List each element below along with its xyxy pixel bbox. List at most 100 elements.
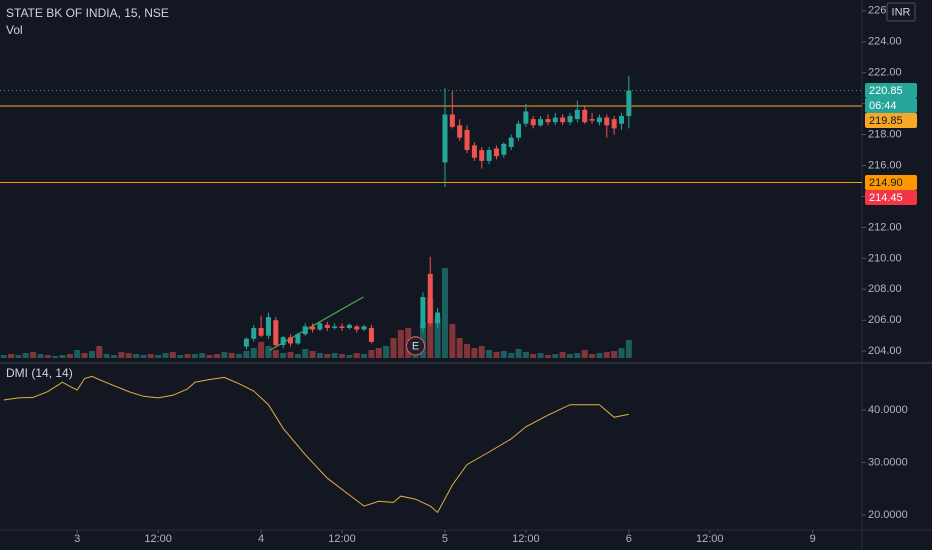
candle-body: [538, 119, 544, 126]
volume-bar: [456, 338, 463, 358]
candle-body: [317, 323, 323, 330]
y-tick-label: 218.00: [868, 128, 902, 140]
volume-bar: [162, 353, 169, 358]
volume-bar: [603, 352, 610, 358]
volume-bar: [611, 351, 618, 358]
volume-bar: [250, 348, 257, 358]
volume-bar: [530, 354, 537, 358]
volume-bar: [52, 356, 59, 358]
volume-bar: [515, 349, 522, 358]
candle-body: [265, 317, 271, 336]
volume-bar: [199, 353, 206, 358]
volume-bar: [96, 346, 103, 358]
volume-bar: [221, 352, 228, 358]
volume-bar: [522, 352, 529, 358]
candle-body: [567, 116, 573, 123]
candle-body: [618, 116, 624, 124]
price-tag-label: 219.85: [869, 115, 903, 127]
volume-bar: [567, 354, 574, 358]
volume-bar: [103, 354, 110, 358]
candle-body: [464, 129, 470, 151]
candle-body: [471, 145, 477, 158]
candle-body: [516, 123, 522, 138]
y-tick-label: 212.00: [868, 221, 902, 233]
volume-bar: [88, 351, 95, 358]
volume-bar: [133, 354, 140, 358]
candle-body: [589, 119, 595, 121]
volume-bar: [361, 354, 368, 358]
price-tag: [865, 113, 917, 128]
volume-bar: [140, 355, 147, 358]
price-tag-label: 214.90: [869, 177, 903, 189]
volume-bar: [449, 324, 456, 358]
candle-body: [530, 119, 536, 126]
candle-body: [251, 327, 257, 339]
volume-bar: [383, 346, 390, 358]
volume-bar: [8, 354, 15, 358]
volume-bar: [15, 355, 22, 358]
candle-body: [604, 117, 610, 126]
volume-bar: [74, 350, 81, 358]
volume-bar: [302, 349, 309, 358]
volume-bar: [309, 351, 316, 358]
candle-body: [420, 297, 426, 328]
candle-body: [560, 117, 566, 123]
volume-bar: [375, 348, 382, 358]
volume-bar: [236, 354, 243, 358]
volume-bar: [464, 344, 471, 358]
volume-bar: [589, 354, 596, 358]
candle-body: [596, 117, 602, 123]
candle-body: [508, 137, 514, 147]
dmi-pane: [3, 375, 629, 514]
axes: 226.00224.00222.00220.00218.00216.00214.…: [74, 5, 917, 545]
candle-body: [442, 114, 448, 163]
candle-body: [574, 109, 580, 120]
candle-body: [361, 326, 367, 330]
volume-bar: [30, 352, 37, 358]
candle-body: [288, 337, 294, 344]
volume-bar: [44, 355, 51, 358]
x-tick-label: 6: [626, 533, 632, 545]
candle-body: [302, 326, 308, 335]
x-tick-label: 4: [258, 533, 264, 545]
volume-bar: [111, 355, 118, 358]
volume-bar: [118, 352, 125, 358]
volume-bar: [471, 348, 478, 358]
volume-bar: [191, 354, 198, 358]
candle-body: [457, 125, 463, 138]
volume-bar: [544, 355, 551, 358]
currency-box[interactable]: [886, 2, 916, 22]
volume-bar: [177, 355, 184, 358]
x-tick-label: 12:00: [144, 533, 172, 545]
y-tick-label: 224.00: [868, 36, 902, 48]
candle-body: [493, 148, 499, 157]
y-tick-label: 222.00: [868, 67, 902, 79]
volume-bar: [243, 351, 250, 358]
volume-bar: [581, 350, 588, 358]
x-tick-label: 5: [442, 533, 448, 545]
candle-body: [486, 150, 492, 161]
x-tick-label: 3: [74, 533, 80, 545]
price-tag: [865, 175, 917, 191]
earnings-marker: [406, 336, 426, 356]
volume-bar: [559, 352, 566, 358]
candle-body: [339, 326, 345, 328]
candle-body: [368, 327, 374, 342]
volume-bar: [59, 355, 66, 358]
candle-body: [435, 312, 441, 324]
candle-body: [310, 326, 316, 330]
candle-body: [582, 109, 588, 123]
volume-bar: [478, 346, 485, 358]
volume-bar: [574, 353, 581, 358]
candle-body: [626, 90, 632, 117]
currency[interactable]: INR: [892, 6, 911, 18]
candle-body: [479, 150, 485, 161]
volume-bar: [147, 354, 154, 358]
volume-bar: [287, 352, 294, 358]
volume-bar: [184, 354, 191, 358]
x-tick-label: 12:00: [512, 533, 540, 545]
x-tick-label: 9: [810, 533, 816, 545]
volume-bar: [258, 342, 265, 358]
